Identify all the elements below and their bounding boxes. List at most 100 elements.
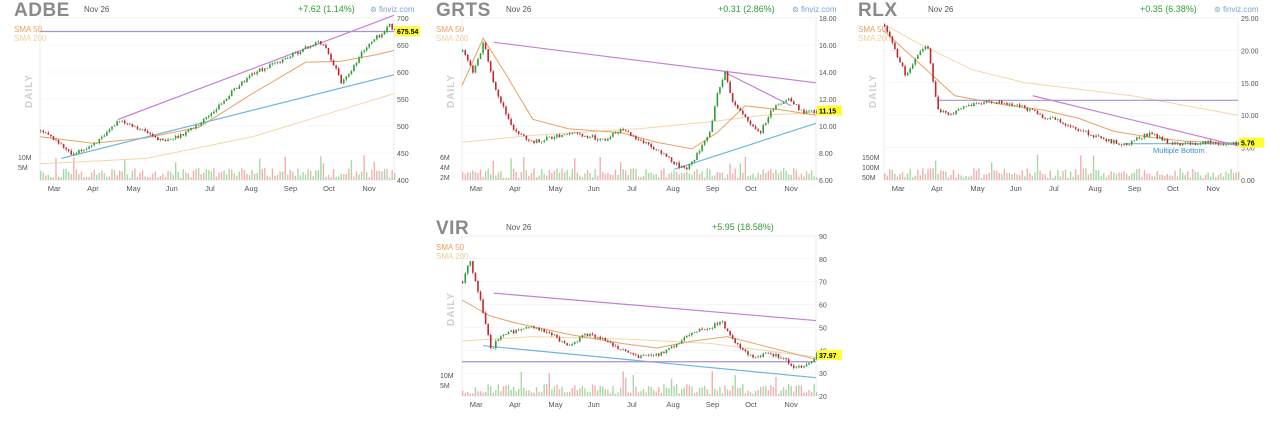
- volume-bar: [686, 384, 688, 396]
- volume-bar: [299, 175, 302, 180]
- volume-bar: [243, 170, 246, 180]
- x-tick-label: May: [970, 184, 984, 193]
- volume-bar: [798, 176, 800, 180]
- candle-body: [80, 150, 83, 151]
- candle-body: [591, 135, 594, 137]
- candle-body: [660, 351, 663, 356]
- volume-label: 10M: [18, 155, 32, 162]
- candle-body: [52, 136, 55, 140]
- ticker-label: GRTS: [436, 0, 491, 21]
- candle-body: [642, 140, 645, 144]
- y-tick-label: 500: [397, 124, 409, 131]
- candle-body: [942, 110, 945, 113]
- candle-body: [599, 138, 602, 141]
- volume-bar: [241, 168, 243, 180]
- candle-body: [523, 134, 525, 136]
- candle-body: [594, 135, 596, 140]
- candle-body: [225, 98, 228, 101]
- candle-body: [538, 328, 540, 331]
- candle-body: [703, 140, 706, 145]
- candle-body: [535, 328, 538, 329]
- candle-body: [477, 280, 479, 292]
- candle-body: [461, 50, 464, 52]
- volume-bar: [701, 387, 703, 396]
- candle-body: [182, 134, 185, 136]
- volume-bar: [655, 174, 657, 180]
- candle-body: [782, 358, 785, 359]
- volume-bar: [520, 371, 522, 396]
- candle-body: [256, 71, 258, 74]
- candle-body: [1008, 103, 1011, 105]
- volume-bar: [635, 168, 637, 180]
- finviz-link[interactable]: ⊚ finviz.com: [370, 5, 415, 14]
- volume-bar: [810, 392, 813, 396]
- volume-bar: [187, 173, 190, 180]
- volume-bar: [551, 173, 553, 180]
- candle-body: [927, 46, 929, 49]
- volume-bar: [1034, 172, 1036, 180]
- volume-bar: [484, 171, 487, 180]
- candle-body: [370, 41, 373, 44]
- candle-body: [652, 355, 655, 356]
- volume-bar: [658, 387, 660, 396]
- volume-bar: [185, 172, 187, 180]
- candle-body: [924, 46, 927, 50]
- candle-body: [50, 134, 52, 137]
- volume-bar: [284, 156, 286, 180]
- candle-body: [169, 139, 172, 140]
- candle-body: [614, 346, 617, 347]
- candle-body: [1199, 143, 1202, 145]
- candle-body: [1125, 143, 1128, 146]
- candle-body: [507, 114, 510, 120]
- volume-bar: [810, 170, 813, 180]
- candle-body: [1209, 140, 1212, 144]
- volume-bar: [793, 391, 795, 396]
- candle-body: [726, 328, 729, 332]
- candle-body: [637, 355, 640, 358]
- volume-bar: [371, 169, 373, 180]
- candle-body: [538, 139, 540, 143]
- chart-plot: 25.00 20.00 15.00 10.00 5.00 0.00 Mar Apr May Jun…: [862, 16, 1264, 193]
- candle-body: [1161, 136, 1164, 141]
- volume-bar: [287, 174, 289, 180]
- candle-body: [1220, 144, 1222, 146]
- volume-bar: [391, 170, 393, 180]
- volume-bar: [932, 168, 934, 180]
- volume-bar: [909, 168, 911, 180]
- y-tick-label: 450: [397, 151, 409, 158]
- volume-bar: [988, 172, 990, 180]
- candle-body: [742, 110, 744, 115]
- candle-body: [65, 147, 67, 150]
- candle-body: [701, 144, 703, 152]
- volume-bar: [658, 177, 660, 180]
- candle-body: [1074, 126, 1077, 129]
- finviz-link[interactable]: ⊚ finviz.com: [792, 5, 837, 14]
- volume-bar: [177, 171, 179, 180]
- candle-body: [1232, 142, 1235, 145]
- volume-bar: [596, 175, 599, 180]
- finviz-link[interactable]: ⊚ finviz.com: [1214, 5, 1259, 14]
- volume-bar: [464, 174, 466, 180]
- candle-body: [888, 31, 891, 37]
- candle-body: [123, 120, 126, 124]
- candle-body: [607, 340, 609, 342]
- volume-bar: [917, 169, 919, 180]
- volume-bar: [1108, 175, 1110, 180]
- candle-body: [645, 355, 647, 356]
- candle-body: [466, 54, 469, 61]
- candle-body: [363, 50, 365, 52]
- candle-body: [520, 133, 523, 135]
- volume-bar: [373, 161, 376, 180]
- volume-bar: [1113, 172, 1115, 180]
- volume-bar: [968, 176, 970, 180]
- volume-bar: [696, 391, 698, 396]
- volume-bar: [279, 171, 281, 180]
- candle-body: [736, 104, 739, 109]
- candle-body: [642, 355, 645, 356]
- volume-bar: [1118, 172, 1120, 180]
- candle-body: [477, 59, 479, 66]
- volume-bar: [624, 377, 627, 396]
- volume-bar: [1176, 176, 1179, 180]
- volume-bar: [195, 168, 197, 180]
- x-tick-label: May: [126, 184, 140, 193]
